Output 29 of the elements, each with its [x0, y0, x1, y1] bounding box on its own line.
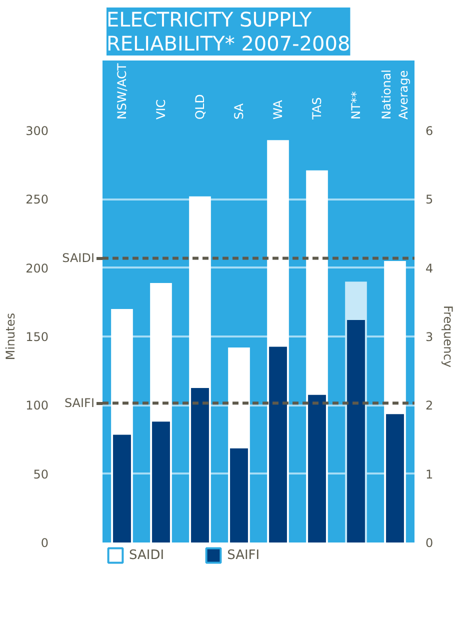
y-tick-label: 200: [26, 261, 48, 276]
y2-tick-label: 6: [426, 124, 434, 138]
y-axis-title: Minutes: [4, 312, 18, 360]
x-tick-label: WA: [271, 99, 285, 120]
y2-tick-label: 4: [426, 261, 434, 276]
legend-label: SAIDI: [129, 548, 164, 562]
y-tick-label: 300: [26, 124, 48, 138]
y-tick-label: 150: [26, 330, 48, 344]
ref-line-label: SAIFI: [64, 396, 94, 410]
x-tick-label: National Average: [380, 69, 410, 120]
y2-tick-label: 2: [426, 398, 434, 413]
y2-tick-label: 0: [426, 536, 434, 550]
y-tick-label: 0: [40, 536, 49, 550]
y2-tick-label: 5: [426, 192, 434, 207]
x-tick-label: SA: [232, 102, 246, 120]
y2-axis-title: Frequency: [441, 306, 456, 368]
ref-line-label: SAIDI: [62, 251, 95, 266]
x-tick-label: NSW/ACT: [115, 62, 129, 120]
x-tick-label: QLD: [193, 94, 207, 120]
chart-title: ELECTRICITY SUPPLY RELIABILITY* 2007-2008: [106, 8, 350, 56]
x-tick-label: TAS: [310, 97, 324, 120]
y2-tick-label: 1: [426, 467, 434, 482]
y-tick-label: 100: [26, 398, 48, 413]
legend-label: SAIFI: [227, 548, 260, 562]
x-tick-label: VIC: [154, 99, 168, 120]
y-tick-label: 50: [33, 467, 49, 482]
y2-tick-label: 3: [426, 330, 434, 344]
y-tick-label: 250: [26, 192, 48, 207]
x-tick-label: NT**: [349, 91, 363, 120]
